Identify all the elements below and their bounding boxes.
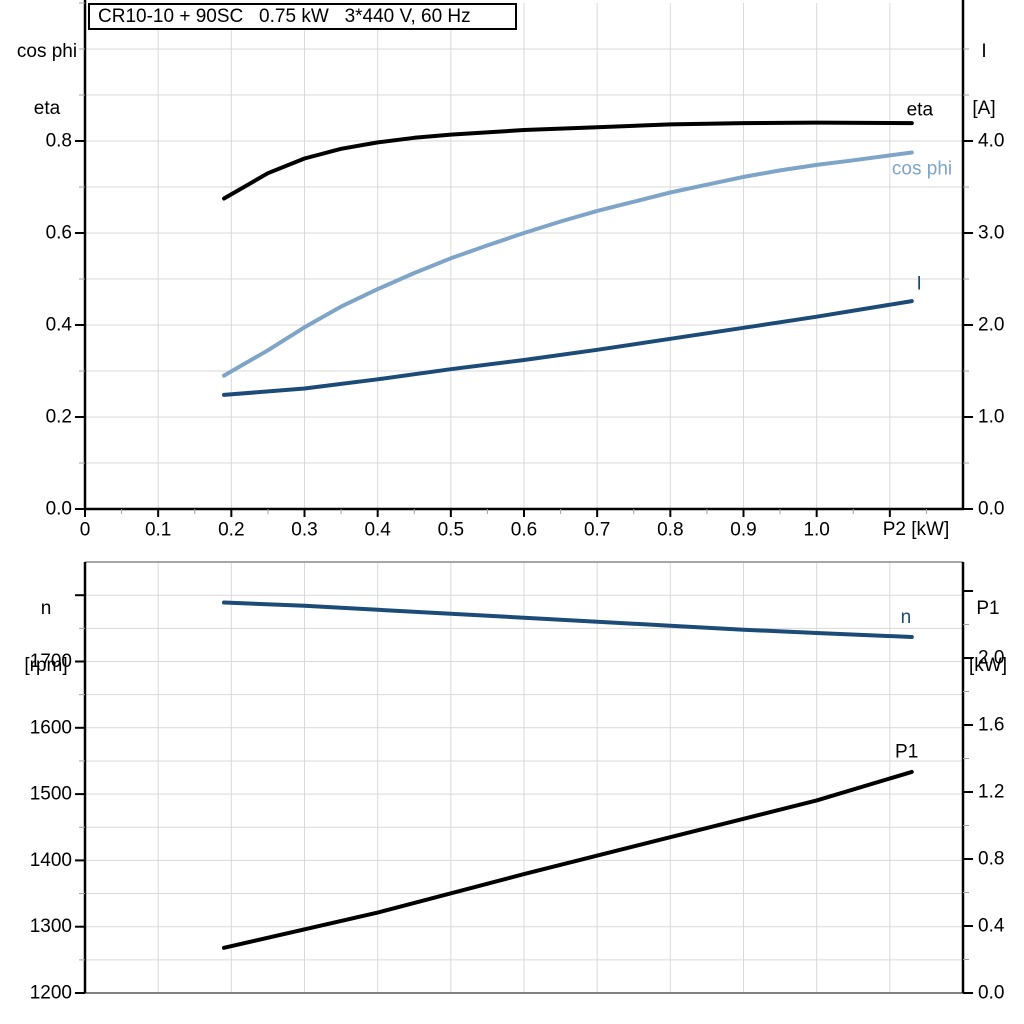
series-curve-cos-phi xyxy=(222,150,914,378)
left-axis-tick-label: 1700 xyxy=(30,651,72,672)
left-axis-tick-label: 0.8 xyxy=(46,131,72,152)
axis-title-eta: eta xyxy=(33,98,61,119)
right-axis-tick-label: 1.6 xyxy=(978,715,1004,736)
x-axis-tick-label: 0.6 xyxy=(511,520,537,541)
x-axis-tick-label: 0.1 xyxy=(145,520,171,541)
x-axis-tick-label: 0 xyxy=(80,520,91,541)
right-axis-tick-label: 0.0 xyxy=(978,983,1004,1004)
x-axis-tick-label: 0.5 xyxy=(438,520,464,541)
top-right-axis-title: I [A] xyxy=(952,4,1016,156)
x-axis-label: P2 [kW] xyxy=(882,519,950,540)
x-axis-tick-label: 0.8 xyxy=(657,520,683,541)
left-axis-tick-label: 0.6 xyxy=(46,223,72,244)
left-axis-tick-label: 0.4 xyxy=(46,315,73,336)
axis-title-speed-unit: [rpm] xyxy=(24,655,68,676)
bottom-left-axis-title: n [rpm] xyxy=(8,561,84,713)
axis-title-p1-unit: [kW] xyxy=(969,655,1007,676)
axis-title-current: I xyxy=(981,41,987,62)
x-axis-tick-label: 0.3 xyxy=(291,520,317,541)
series-label-cos-phi: cos phi xyxy=(892,159,952,180)
x-axis-tick-label: 0.9 xyxy=(730,520,756,541)
right-axis-tick-label: 0.4 xyxy=(978,916,1005,937)
chart-title-box: CR10-10 + 90SC 0.75 kW 3*440 V, 60 Hz xyxy=(88,3,517,30)
axis-title-p1: P1 xyxy=(976,598,1000,619)
left-axis-tick-label: 1500 xyxy=(30,784,72,805)
series-label-P1: P1 xyxy=(895,741,918,762)
x-axis-tick-label: 0.4 xyxy=(364,520,391,541)
left-axis-tick-label: 1300 xyxy=(30,916,72,937)
axis-title-current-unit: [A] xyxy=(972,98,996,119)
bottom-right-axis-title: P1 [kW] xyxy=(956,561,1020,713)
right-axis-tick-label: 0.0 xyxy=(978,499,1004,520)
axis-title-cos-phi: cos phi xyxy=(16,41,78,62)
right-axis-tick-label: 3.0 xyxy=(978,223,1004,244)
series-curve-eta xyxy=(222,120,914,201)
series-curve-P1 xyxy=(222,769,914,950)
left-axis-tick-label: 0.0 xyxy=(46,499,72,520)
right-axis-tick-label: 1.2 xyxy=(978,782,1004,803)
left-axis-tick-label: 1200 xyxy=(30,983,72,1004)
series-curve-n xyxy=(222,600,914,639)
axis-title-speed: n xyxy=(40,598,52,619)
right-axis-tick-label: 1.0 xyxy=(978,407,1004,428)
series-curve-I xyxy=(222,299,914,397)
left-axis-tick-label: 1600 xyxy=(30,717,72,738)
right-axis-tick-label: 2.0 xyxy=(978,315,1004,336)
x-axis-tick-label: 0.2 xyxy=(218,520,244,541)
series-label-I: I xyxy=(916,273,921,294)
top-left-axis-title: cos phi eta xyxy=(6,4,88,156)
x-axis-tick-label: 1.0 xyxy=(803,520,829,541)
right-axis-tick-label: 0.8 xyxy=(978,849,1004,870)
x-axis-tick-label: 0.7 xyxy=(584,520,610,541)
left-axis-tick-label: 1400 xyxy=(30,850,72,871)
right-axis-tick-label: 2.0 xyxy=(978,648,1004,669)
left-axis-tick-label: 0.2 xyxy=(46,407,72,428)
series-label-n: n xyxy=(901,607,912,628)
series-label-eta: eta xyxy=(907,100,934,121)
right-axis-tick-label: 4.0 xyxy=(978,131,1004,152)
